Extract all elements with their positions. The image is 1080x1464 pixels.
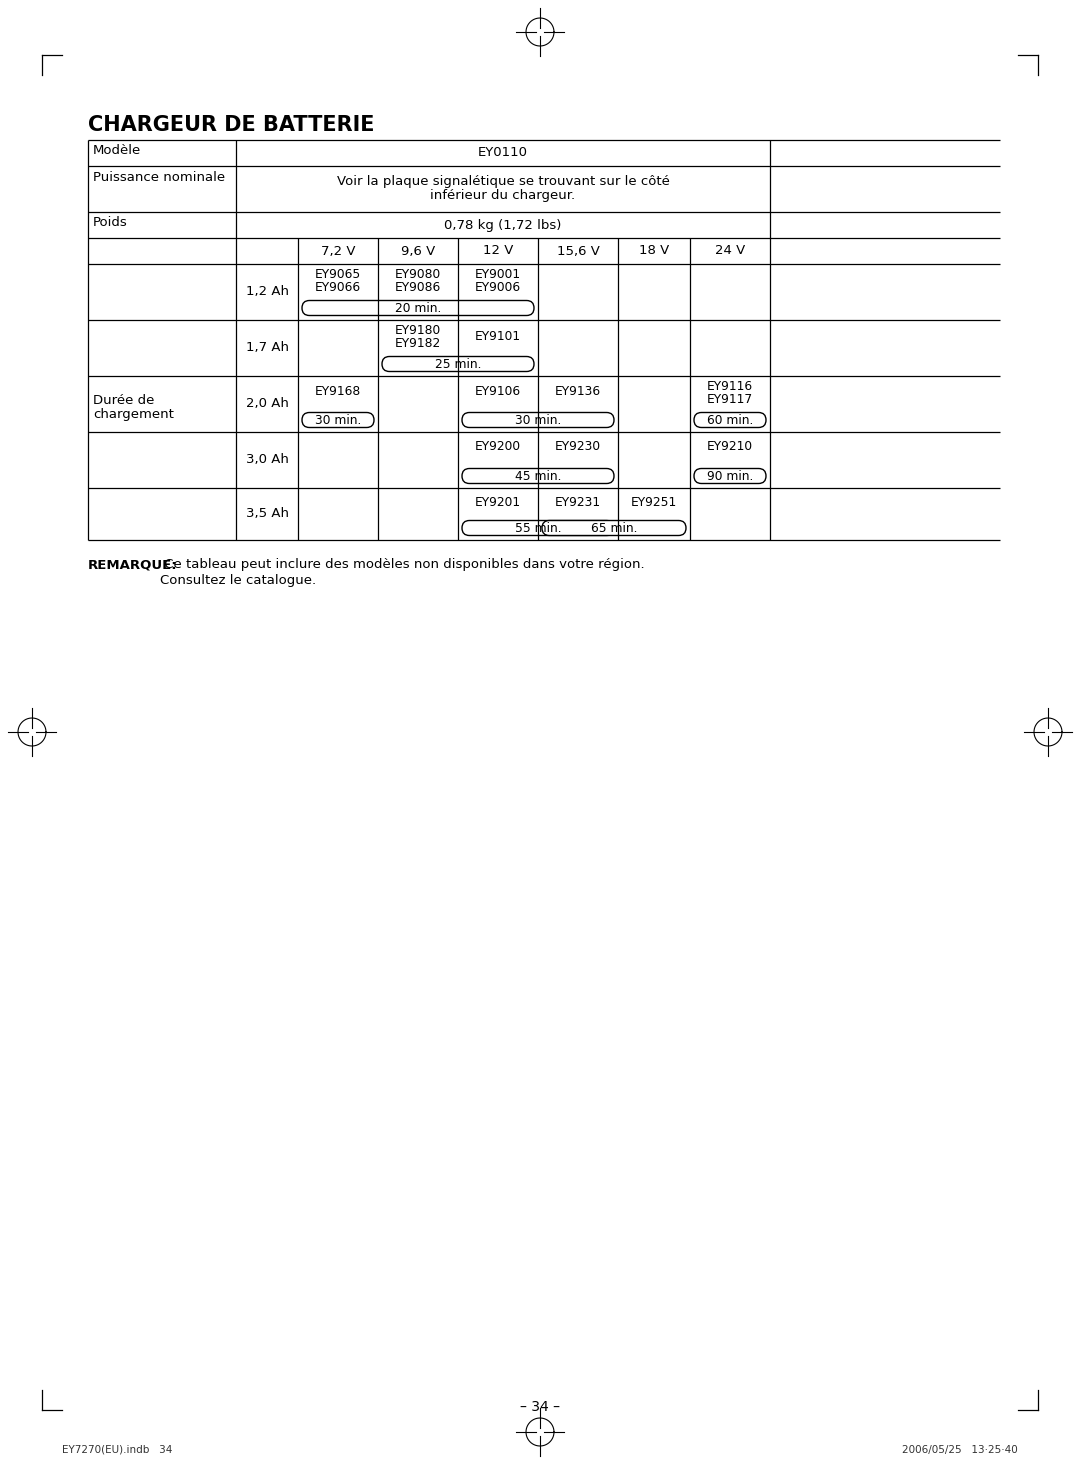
Text: EY9180: EY9180 — [395, 324, 441, 337]
Text: 7,2 V: 7,2 V — [321, 244, 355, 258]
Text: Ce tableau peut inclure des modèles non disponibles dans votre région.: Ce tableau peut inclure des modèles non … — [160, 558, 645, 571]
Text: EY9117: EY9117 — [707, 392, 753, 406]
Text: EY9080: EY9080 — [395, 268, 441, 281]
FancyBboxPatch shape — [462, 521, 615, 536]
Text: EY9066: EY9066 — [315, 281, 361, 294]
FancyBboxPatch shape — [694, 413, 766, 427]
FancyBboxPatch shape — [542, 521, 686, 536]
Text: EY9136: EY9136 — [555, 385, 602, 398]
Text: 25 min.: 25 min. — [435, 357, 482, 370]
Text: EY9201: EY9201 — [475, 496, 521, 509]
Text: EY9168: EY9168 — [315, 385, 361, 398]
Text: EY9106: EY9106 — [475, 385, 521, 398]
Text: EY9001: EY9001 — [475, 268, 521, 281]
Text: EY9231: EY9231 — [555, 496, 602, 509]
Text: CHARGEUR DE BATTERIE: CHARGEUR DE BATTERIE — [87, 116, 375, 135]
Text: Durée de: Durée de — [93, 394, 154, 407]
Text: 30 min.: 30 min. — [314, 413, 361, 426]
Text: EY9200: EY9200 — [475, 441, 521, 452]
Text: 20 min.: 20 min. — [395, 302, 442, 315]
Text: Poids: Poids — [93, 217, 127, 228]
Text: chargement: chargement — [93, 408, 174, 422]
Text: 65 min.: 65 min. — [591, 521, 637, 534]
Text: EY9210: EY9210 — [707, 441, 753, 452]
Text: EY9251: EY9251 — [631, 496, 677, 509]
Text: EY9086: EY9086 — [395, 281, 441, 294]
Text: inférieur du chargeur.: inférieur du chargeur. — [431, 189, 576, 202]
Text: 1,2 Ah: 1,2 Ah — [245, 285, 288, 299]
Text: EY9182: EY9182 — [395, 337, 441, 350]
FancyBboxPatch shape — [302, 300, 534, 316]
Text: 3,5 Ah: 3,5 Ah — [245, 508, 288, 521]
Text: 30 min.: 30 min. — [515, 413, 562, 426]
Text: 55 min.: 55 min. — [515, 521, 562, 534]
Text: Consultez le catalogue.: Consultez le catalogue. — [160, 574, 316, 587]
Text: 15,6 V: 15,6 V — [556, 244, 599, 258]
Text: Voir la plaque signalétique se trouvant sur le côté: Voir la plaque signalétique se trouvant … — [337, 176, 670, 189]
FancyBboxPatch shape — [694, 468, 766, 483]
FancyBboxPatch shape — [462, 468, 615, 483]
Text: 24 V: 24 V — [715, 244, 745, 258]
Text: Modèle: Modèle — [93, 143, 141, 157]
FancyBboxPatch shape — [462, 413, 615, 427]
Text: 2006/05/25   13·25·40: 2006/05/25 13·25·40 — [902, 1445, 1018, 1455]
Text: REMARQUE:: REMARQUE: — [87, 558, 177, 571]
FancyBboxPatch shape — [382, 357, 534, 372]
Text: EY9116: EY9116 — [707, 381, 753, 392]
Text: EY9101: EY9101 — [475, 329, 521, 343]
Text: EY7270(EU).indb   34: EY7270(EU).indb 34 — [62, 1445, 173, 1455]
Text: 60 min.: 60 min. — [706, 413, 753, 426]
Text: EY0110: EY0110 — [478, 146, 528, 160]
Text: 3,0 Ah: 3,0 Ah — [245, 454, 288, 467]
Text: 2,0 Ah: 2,0 Ah — [245, 398, 288, 410]
FancyBboxPatch shape — [302, 413, 374, 427]
Text: EY9065: EY9065 — [315, 268, 361, 281]
Text: Puissance nominale: Puissance nominale — [93, 171, 225, 184]
Text: EY9230: EY9230 — [555, 441, 602, 452]
Text: 12 V: 12 V — [483, 244, 513, 258]
Text: EY9006: EY9006 — [475, 281, 521, 294]
Text: 1,7 Ah: 1,7 Ah — [245, 341, 288, 354]
Text: – 34 –: – 34 – — [519, 1400, 561, 1414]
Text: 45 min.: 45 min. — [515, 470, 562, 483]
Text: 90 min.: 90 min. — [706, 470, 753, 483]
Text: 0,78 kg (1,72 lbs): 0,78 kg (1,72 lbs) — [444, 218, 562, 231]
Text: 18 V: 18 V — [639, 244, 670, 258]
Text: 9,6 V: 9,6 V — [401, 244, 435, 258]
